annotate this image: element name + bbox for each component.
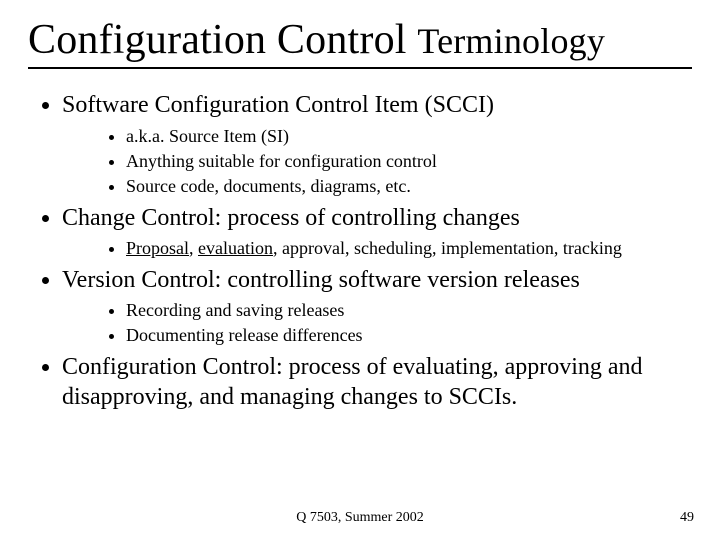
title-underline-rule [28,67,692,69]
title-sub: Terminology [417,21,605,61]
slide: Configuration Control Terminology Softwa… [0,0,720,540]
underlined-word: Proposal [126,238,189,258]
sub-bullet: Anything suitable for configuration cont… [126,150,692,173]
bullet-version-control: Version Control: controlling software ve… [62,266,692,347]
sub-bullet: Proposal, evaluation, approval, scheduli… [126,237,692,260]
title-main: Configuration Control [28,17,407,63]
bullet-list: Software Configuration Control Item (SCC… [28,91,692,412]
sub-bullet-list: Proposal, evaluation, approval, scheduli… [62,237,692,260]
rest: , approval, scheduling, implementation, … [273,238,622,258]
bullet-text: Software Configuration Control Item (SCC… [62,92,494,118]
sub-bullet-list: a.k.a. Source Item (SI) Anything suitabl… [62,125,692,198]
bullet-configuration-control: Configuration Control: process of evalua… [62,353,692,412]
bullet-text: Change Control: process of controlling c… [62,205,520,231]
sep: , [189,238,198,258]
sub-bullet: Source code, documents, diagrams, etc. [126,175,692,198]
footer-course: Q 7503, Summer 2002 [0,510,720,526]
bullet-change-control: Change Control: process of controlling c… [62,204,692,260]
underlined-word: evaluation [198,238,273,258]
footer-page-number: 49 [680,510,694,526]
slide-title: Configuration Control Terminology [28,18,692,63]
sub-bullet: Recording and saving releases [126,299,692,322]
bullet-text: Version Control: controlling software ve… [62,267,580,293]
bullet-scci: Software Configuration Control Item (SCC… [62,91,692,197]
sub-bullet: Documenting release differences [126,324,692,347]
sub-bullet: a.k.a. Source Item (SI) [126,125,692,148]
sub-bullet-list: Recording and saving releases Documentin… [62,299,692,347]
